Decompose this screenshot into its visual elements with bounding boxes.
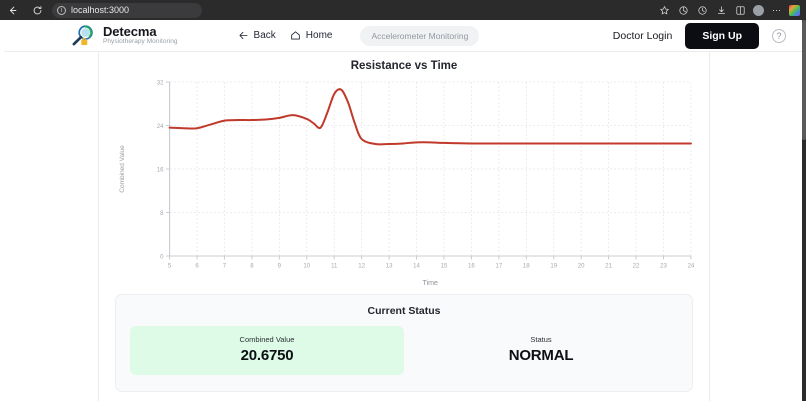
x-axis-tick: 20 — [578, 264, 585, 270]
app-launcher-icon[interactable] — [789, 4, 800, 16]
browser-toolbar-icons: ⋯ — [658, 4, 802, 17]
question-mark-icon[interactable]: ? — [772, 28, 786, 43]
site-header: Detecma Physiotherapy Monitoring Back Ho… — [4, 20, 802, 52]
y-axis-tick: 8 — [160, 211, 164, 217]
monitoring-card: Resistance vs Time 0 8 16 24 32 5 6 7 8 9 10 11 12 13… — [98, 52, 710, 401]
x-axis-tick: 5 — [168, 264, 172, 270]
chart-container: 0 8 16 24 32 5 6 7 8 9 10 11 12 13 14 15 16 17 18 19 20 21 22 2… — [111, 74, 697, 290]
x-axis-tick: 8 — [250, 264, 254, 270]
browser-reload-button[interactable] — [29, 2, 46, 19]
status-badge: NORMAL — [508, 347, 574, 364]
x-axis-tick: 10 — [303, 264, 310, 270]
home-label: Home — [305, 30, 333, 41]
page-content: Resistance vs Time 0 8 16 24 32 5 6 7 8 9 10 11 12 13… — [4, 52, 802, 401]
chart-title: Resistance vs Time — [350, 60, 458, 72]
page-scrollbar[interactable] — [802, 20, 806, 401]
browser-toolbar: i localhost:3000 ⋯ — [0, 0, 806, 20]
brand[interactable]: Detecma Physiotherapy Monitoring — [70, 24, 178, 48]
scrollbar-thumb[interactable] — [802, 20, 806, 140]
resistance-vs-time-chart: 0 8 16 24 32 5 6 7 8 9 10 11 12 13 14 15 16 17 18 19 20 21 22 2… — [119, 80, 695, 287]
magnifier-logo-icon — [72, 24, 93, 45]
x-axis-tick: 13 — [386, 264, 393, 270]
favorite-star-icon[interactable] — [658, 4, 671, 17]
split-screen-icon[interactable] — [734, 4, 747, 17]
combined-value-reading: 20.6750 — [240, 347, 294, 364]
x-axis-tick: 16 — [468, 264, 475, 270]
site-info-icon[interactable]: i — [57, 5, 66, 15]
url-text: localhost:3000 — [71, 5, 130, 15]
chart-line-combined-value — [168, 88, 692, 146]
x-axis-tick: 15 — [441, 264, 448, 270]
current-status-panel: Current Status Combined Value 20.6750 St… — [115, 294, 693, 392]
browser-back-button[interactable] — [4, 2, 21, 19]
brand-name: Detecma — [103, 24, 157, 40]
x-axis-tick: 21 — [605, 264, 612, 270]
y-axis-tick: 16 — [157, 167, 164, 173]
x-axis-tick: 23 — [660, 264, 667, 270]
header-actions: Doctor Login Sign Up ? — [612, 22, 786, 49]
x-axis-tick: 17 — [495, 264, 502, 270]
x-axis-tick: 7 — [223, 264, 227, 270]
brand-tagline: Physiotherapy Monitoring — [103, 37, 178, 45]
page-viewport: Detecma Physiotherapy Monitoring Back Ho… — [4, 20, 802, 401]
back-label: Back — [253, 30, 276, 41]
extensions-icon[interactable] — [677, 4, 690, 17]
downloads-icon[interactable] — [715, 4, 728, 17]
header-nav: Back Home Accelerometer Monitoring — [238, 25, 480, 46]
y-axis-tick: 0 — [160, 254, 164, 260]
x-axis-tick: 12 — [358, 264, 365, 270]
y-axis-tick: 24 — [157, 124, 164, 130]
y-axis-tick: 32 — [157, 80, 164, 86]
status-metrics: Combined Value 20.6750 Status NORMAL — [116, 326, 692, 375]
sign-up-button[interactable]: Sign Up — [685, 22, 759, 49]
profile-avatar-icon[interactable] — [753, 4, 764, 16]
x-axis-tick: 11 — [331, 264, 338, 270]
status-card: Status NORMAL — [404, 326, 678, 375]
x-axis-tick: 24 — [688, 264, 695, 270]
arrow-left-icon — [239, 31, 248, 40]
x-axis-tick: 19 — [550, 264, 557, 270]
x-axis-tick: 14 — [413, 264, 420, 270]
home-icon — [291, 31, 300, 40]
more-options-icon[interactable]: ⋯ — [772, 4, 781, 15]
status-label: Status — [530, 335, 552, 344]
combined-value-label: Combined Value — [239, 335, 295, 344]
history-icon[interactable] — [696, 4, 709, 17]
mode-pill[interactable]: Accelerometer Monitoring — [360, 25, 480, 46]
combined-value-card: Combined Value 20.6750 — [130, 326, 404, 375]
x-axis-label: Time — [423, 280, 439, 287]
x-axis-tick: 6 — [195, 264, 199, 270]
address-bar[interactable]: i localhost:3000 — [52, 2, 202, 18]
x-axis-tick: 9 — [278, 264, 282, 270]
doctor-login-link[interactable]: Doctor Login — [612, 29, 673, 42]
home-button[interactable]: Home — [290, 30, 333, 41]
y-axis-label: Combined Value — [119, 145, 126, 193]
x-axis-tick: 22 — [633, 264, 640, 270]
x-axis-tick: 18 — [523, 264, 530, 270]
current-status-title: Current Status — [367, 305, 441, 317]
back-button[interactable]: Back — [238, 30, 276, 41]
